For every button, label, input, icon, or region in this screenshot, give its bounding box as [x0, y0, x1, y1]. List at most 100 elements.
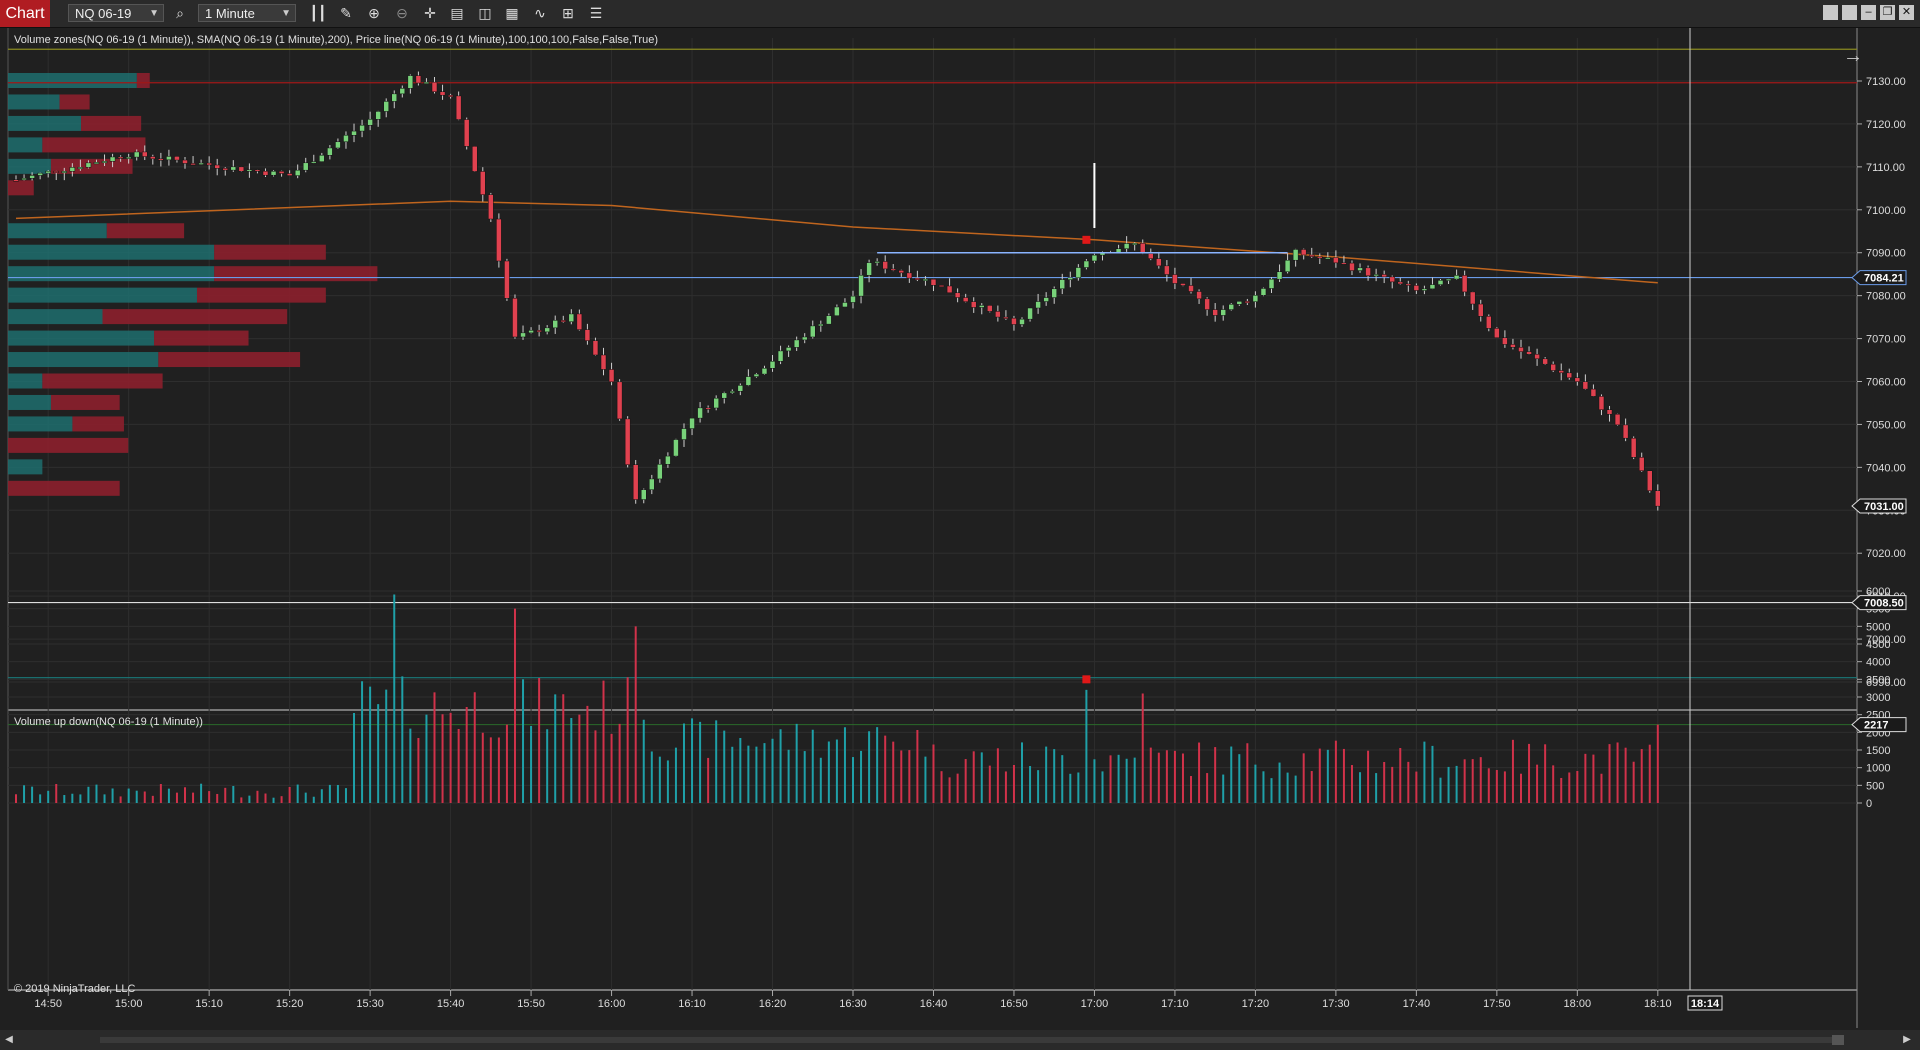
candle-body	[632, 464, 639, 500]
candle-body	[1308, 254, 1315, 257]
time-label: 16:50	[1000, 998, 1028, 1010]
scroll-right-icon[interactable]: ▶	[1903, 1034, 1911, 1045]
cursor-time-box	[1687, 995, 1723, 1011]
price-label: 7100.00	[1866, 205, 1906, 217]
scroll-left-icon[interactable]: ◀	[5, 1034, 13, 1045]
data-box-icon[interactable]: ▤	[450, 5, 464, 21]
volume-label: 4500	[1866, 639, 1890, 651]
horizontal-scrollbar[interactable]: ◀ ▶	[0, 1030, 1920, 1050]
candle-body	[560, 320, 567, 323]
candle-body	[1212, 309, 1218, 316]
draw-pencil-icon[interactable]: ✎	[340, 5, 352, 21]
candle-body	[335, 141, 341, 149]
candle-body	[1486, 316, 1492, 329]
restore-icon[interactable]	[1842, 5, 1857, 20]
volume-profile-up	[8, 373, 43, 389]
tile-icon[interactable]	[1823, 5, 1838, 20]
candle-body	[713, 397, 719, 409]
candle-body	[1059, 279, 1065, 290]
candle-body	[1413, 285, 1420, 291]
candle-body	[1075, 267, 1082, 278]
candle-body	[793, 339, 800, 348]
candle-body	[1421, 288, 1428, 291]
list-icon[interactable]: ☰	[589, 5, 603, 21]
candle-body	[1139, 242, 1146, 254]
volume-label: 3000	[1866, 692, 1890, 704]
chart-area[interactable]: Volume zones(NQ 06-19 (1 Minute)), SMA(N…	[0, 28, 1920, 1030]
copyright-text: © 2019 NinjaTrader, LLC	[14, 983, 135, 995]
candle-body	[1574, 377, 1581, 382]
candle-body	[488, 194, 494, 220]
minimize-icon[interactable]: –	[1861, 5, 1876, 20]
volume-axis[interactable]: 6000550050004500400035003000250020001500…	[1857, 586, 1890, 810]
price-panel-legend: Volume zones(NQ 06-19 (1 Minute)), SMA(N…	[14, 34, 658, 46]
price-label: 7070.00	[1866, 334, 1906, 346]
candle-body	[174, 156, 180, 161]
instrument-selector[interactable]: NQ 06-19 ▼	[68, 4, 164, 22]
interval-selector[interactable]: 1 Minute ▼	[198, 4, 296, 22]
candle-body	[1204, 298, 1210, 310]
price-axis[interactable]: 7130.00 7120.00 7110.00 7100.00 7090.00 7080.…	[1857, 76, 1906, 689]
candle-body	[600, 354, 607, 370]
close-icon[interactable]: ✕	[1899, 5, 1914, 20]
candle-body	[407, 75, 414, 89]
candle-body	[1156, 258, 1162, 267]
candle-body	[327, 147, 333, 156]
candle-body	[439, 91, 446, 96]
volume-profile-up	[8, 416, 73, 432]
candle-body	[689, 417, 695, 429]
zoom-out-icon[interactable]: ⊖	[396, 5, 408, 21]
candle-body	[946, 285, 953, 294]
price-marker-box	[1851, 498, 1907, 514]
price-label: 7090.00	[1866, 248, 1906, 260]
strategies-icon[interactable]: ∿	[534, 5, 546, 21]
candle-body	[117, 156, 124, 159]
chart-tab[interactable]: Chart	[0, 0, 50, 27]
candle-body	[697, 407, 703, 419]
candle-body	[1373, 274, 1379, 277]
zoom-in-icon[interactable]: ⊕	[368, 5, 380, 21]
volume-profile-down	[8, 437, 129, 453]
candle-body	[1397, 281, 1404, 285]
scroll-track[interactable]	[100, 1037, 1840, 1043]
signal-marker	[1082, 235, 1091, 244]
scroll-thumb[interactable]	[1832, 1035, 1844, 1045]
candle-body	[592, 340, 599, 356]
volume-profile-up	[8, 137, 43, 153]
candle-body	[544, 327, 550, 333]
time-label: 15:50	[517, 998, 545, 1010]
candle-body	[1558, 370, 1564, 374]
candle-body	[182, 159, 188, 164]
candle-body	[504, 260, 510, 299]
crosshair-icon[interactable]: ✛	[424, 5, 436, 21]
candle-body	[1011, 317, 1017, 325]
candle-body	[455, 95, 462, 120]
axis-markers: 7084.21 7031.00 7008.50 2217 18:14	[1687, 270, 1907, 1011]
candle-body	[230, 166, 237, 171]
interval-selector-value: 1 Minute	[205, 6, 255, 21]
candle-body	[447, 94, 454, 97]
candle-body	[214, 164, 220, 169]
candle-body	[842, 302, 848, 308]
arrow-right-icon[interactable]: →	[1843, 45, 1863, 67]
candle-body	[471, 146, 478, 172]
time-label: 17:10	[1161, 998, 1189, 1010]
candle-body	[1582, 381, 1589, 390]
maximize-icon[interactable]: ❐	[1880, 5, 1895, 20]
candle-body	[1381, 274, 1387, 278]
indicators-icon[interactable]: ▦	[505, 5, 519, 21]
time-axis[interactable]: 14:50 15:00 15:10 15:20 15:30 15:40 15:50 16:00…	[34, 990, 1672, 1010]
candle-body	[29, 175, 35, 179]
candle-body	[367, 119, 373, 126]
volume-panel-legend: Volume up down(NQ 06-19 (1 Minute))	[14, 716, 203, 728]
overlay-icon[interactable]: ⊞	[562, 5, 574, 21]
volume-signal-marker	[1082, 675, 1091, 684]
candle-body	[834, 306, 840, 316]
search-icon[interactable]: ⌕	[176, 5, 184, 21]
candle-body	[1542, 358, 1548, 365]
bar-style-icon[interactable]: ┃┃	[309, 5, 327, 21]
volume-bars	[15, 594, 1659, 803]
candle-body	[1357, 267, 1363, 271]
time-label: 15:30	[356, 998, 384, 1010]
properties-icon[interactable]: ◫	[478, 5, 492, 21]
